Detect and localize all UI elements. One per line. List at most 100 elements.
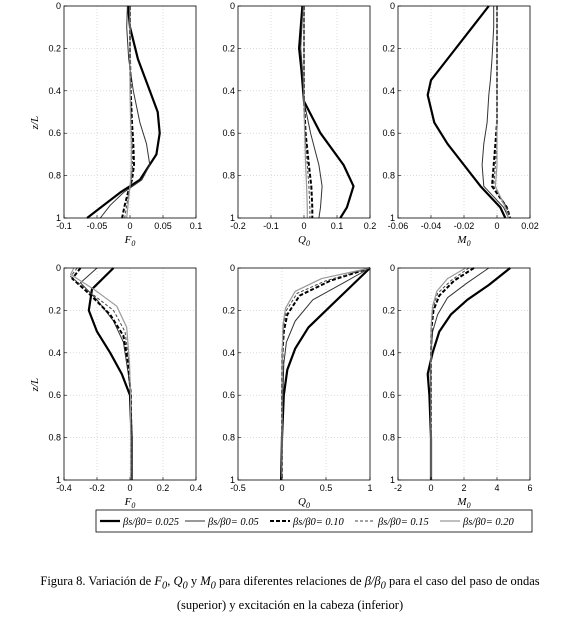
x-tick-label: 0.1 <box>190 221 203 231</box>
series-line-1 <box>481 6 510 219</box>
x-tick-label: -2 <box>394 483 402 493</box>
y-tick-label: 0.4 <box>48 348 61 358</box>
x-tick-label: -0.5 <box>230 483 246 493</box>
legend-label-0: βs/β0= 0.025 <box>122 517 179 528</box>
series-line-2 <box>491 6 512 219</box>
x-tick-label: -0.05 <box>87 221 108 231</box>
x-axis-label: Q0 <box>298 496 310 510</box>
legend-label-1: βs/β0= 0.05 <box>207 517 259 528</box>
x-tick-label: 6 <box>527 483 532 493</box>
x-tick-label: 0.02 <box>521 221 539 231</box>
y-tick-label: 0 <box>56 263 61 273</box>
y-tick-label: 1 <box>230 213 235 223</box>
figure-caption: Figura 8. Variación de F0, Q0 y M0 para … <box>0 572 580 614</box>
caption-var-q-sub: 0 <box>182 580 188 592</box>
x-tick-label: 4 <box>494 483 499 493</box>
y-tick-label: 1 <box>56 213 61 223</box>
y-tick-label: 0 <box>230 263 235 273</box>
series-line-4 <box>69 267 132 480</box>
caption-ratio: β/β <box>364 574 381 588</box>
x-tick-label: 0 <box>127 483 132 493</box>
caption-mid: para diferentes relaciones de <box>215 574 365 588</box>
y-tick-label: 0.6 <box>48 128 61 138</box>
legend-label-3: βs/β0= 0.15 <box>377 517 429 528</box>
caption-prefix: Figura 8. Variación de <box>40 574 155 588</box>
legend-box <box>95 509 533 533</box>
y-tick-label: 0.4 <box>382 348 395 358</box>
y-tick-label: 1 <box>230 475 235 485</box>
x-tick-label: -0.2 <box>89 483 105 493</box>
caption-var-m: M <box>200 574 211 588</box>
y-tick-label: 0.6 <box>382 390 395 400</box>
caption-suffix: para el caso del paso de ondas <box>385 574 540 588</box>
y-tick-label: 1 <box>56 475 61 485</box>
x-tick-label: 0.2 <box>364 221 377 231</box>
series-line-0 <box>426 267 511 480</box>
x-tick-label: 0.5 <box>320 483 333 493</box>
y-tick-label: 0 <box>390 1 395 11</box>
series-line-0 <box>426 5 507 219</box>
series-line-1 <box>99 5 151 219</box>
y-tick-label: 0.4 <box>382 86 395 96</box>
x-tick-label: 0.05 <box>154 221 172 231</box>
x-axis-label: F0 <box>124 496 136 510</box>
y-tick-label: 0.8 <box>222 433 235 443</box>
panel-lower-F0: -0.4 -0.2 0 0.2 0.4 0 0.2 0.4 0.6 0.8 1 F0 z/L <box>29 263 202 510</box>
x-tick-label: 0 <box>428 483 433 493</box>
panel-lower-M0: -2 0 2 4 6 0 0.2 0.4 0.6 0.8 1 M0 <box>382 263 532 510</box>
x-tick-label: 0 <box>494 221 499 231</box>
y-tick-label: 0.6 <box>222 128 235 138</box>
x-tick-label: 0.2 <box>157 483 170 493</box>
y-axis-label: z/L <box>29 378 41 392</box>
y-tick-label: 0.6 <box>222 390 235 400</box>
figure-8: -0.1 -0.05 0 0.05 0.1 0 0.2 0.4 0.6 0.8 1 F0 z/L -0.2… <box>29 1 539 533</box>
x-tick-label: -0.1 <box>263 221 279 231</box>
caption-var-q: Q <box>173 574 183 588</box>
caption-var-f-sub: 0 <box>162 580 168 592</box>
y-tick-label: 0.6 <box>48 390 61 400</box>
y-axis-label: z/L <box>29 116 41 130</box>
y-tick-label: 0.2 <box>382 305 395 315</box>
y-tick-label: 0.4 <box>48 86 61 96</box>
panel-upper-M0: -0.06 -0.04 -0.02 0 0.02 0 0.2 0.4 0.6 0.8 1 M0 <box>382 1 538 248</box>
series-line-2 <box>303 6 314 218</box>
x-tick-label: 0 <box>127 221 132 231</box>
caption-sep-2: y <box>187 574 201 588</box>
y-tick-label: 0.8 <box>222 171 235 181</box>
axes-frame <box>237 267 371 481</box>
caption-line-1: Figura 8. Variación de F0, Q0 y M0 para … <box>0 572 580 596</box>
y-tick-label: 1 <box>390 213 395 223</box>
y-tick-label: 0.2 <box>48 43 61 53</box>
series-line-4 <box>303 6 308 218</box>
series-line-0 <box>298 5 355 219</box>
x-tick-label: 2 <box>461 483 466 493</box>
y-tick-label: 0.2 <box>222 305 235 315</box>
y-tick-label: 1 <box>390 475 395 485</box>
y-tick-label: 0.8 <box>382 433 395 443</box>
y-tick-label: 0.2 <box>48 305 61 315</box>
series-line-4 <box>494 6 510 219</box>
panel-lower-Q0: -0.5 0 0.5 1 0 0.2 0.4 0.6 0.8 1 Q0 <box>222 263 372 510</box>
x-tick-label: -0.2 <box>230 221 246 231</box>
series-line-1 <box>80 267 132 480</box>
series-line-1 <box>429 267 490 480</box>
x-axis-label: M0 <box>456 234 470 248</box>
x-tick-label: 0 <box>301 221 306 231</box>
y-tick-label: 0 <box>56 1 61 11</box>
caption-var-f: F <box>154 574 162 588</box>
x-tick-label: 0.1 <box>331 221 344 231</box>
series-line-0 <box>86 5 161 219</box>
legend: βs/β0= 0.025 βs/β0= 0.05 βs/β0= 0.10 βs/β0=… <box>95 509 533 533</box>
series-line-1 <box>300 5 323 219</box>
caption-var-m-sub: 0 <box>210 580 216 592</box>
x-axis-label: Q0 <box>298 234 310 248</box>
y-tick-label: 0.8 <box>48 171 61 181</box>
caption-line-2: (superior) y excitación en la cabeza (in… <box>176 597 404 612</box>
x-tick-label: 1 <box>367 483 372 493</box>
y-tick-label: 0.6 <box>382 128 395 138</box>
series-line-4 <box>281 267 371 480</box>
caption-sep-1: , <box>167 574 174 588</box>
y-tick-label: 0.8 <box>48 433 61 443</box>
y-tick-label: 0.4 <box>222 348 235 358</box>
x-axis-label: F0 <box>124 234 136 248</box>
